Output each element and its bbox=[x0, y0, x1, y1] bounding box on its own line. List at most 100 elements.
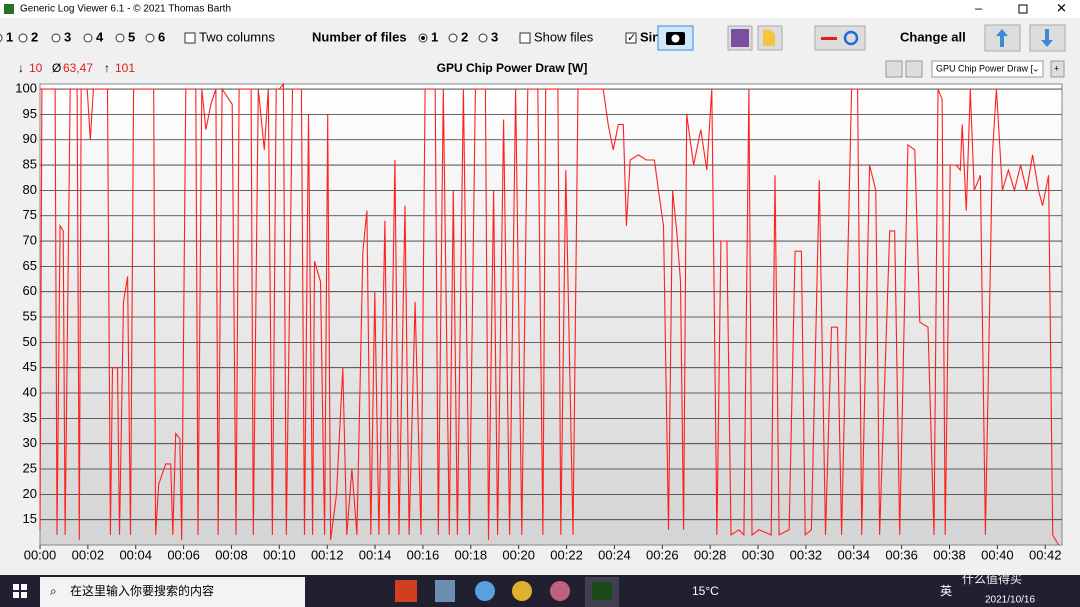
dropdown-arrow: ⌄ bbox=[1032, 63, 1040, 73]
radio[interactable] bbox=[0, 33, 3, 43]
minimize[interactable]: – bbox=[975, 0, 983, 15]
x-tick-label: 00:06 bbox=[167, 547, 200, 562]
minus-icon bbox=[821, 37, 837, 40]
app-icon bbox=[592, 582, 612, 600]
app-icon[interactable] bbox=[475, 581, 495, 601]
x-tick-label: 00:08 bbox=[215, 547, 248, 562]
radio-label[interactable]: 1 bbox=[431, 29, 438, 44]
checkbox[interactable] bbox=[625, 32, 637, 44]
date: 2021/10/16 bbox=[985, 595, 1035, 606]
up-icon bbox=[996, 29, 1008, 47]
y-tick-label: 65 bbox=[23, 258, 37, 273]
x-tick-label: 00:40 bbox=[981, 547, 1014, 562]
x-tick-label: 00:34 bbox=[837, 547, 870, 562]
number-of-files: Number of files bbox=[312, 29, 407, 44]
radio[interactable] bbox=[478, 33, 488, 43]
sin[interactable]: Sin bbox=[640, 29, 660, 44]
stat-value: 10 bbox=[29, 61, 43, 75]
x-tick-label: 00:14 bbox=[359, 547, 392, 562]
maximize[interactable] bbox=[1018, 4, 1028, 14]
app-icon[interactable] bbox=[550, 581, 570, 601]
radio[interactable] bbox=[83, 33, 93, 43]
y-tick-label: 45 bbox=[23, 359, 37, 374]
ime: 英 bbox=[940, 584, 952, 598]
app-icon[interactable] bbox=[512, 581, 532, 601]
radio-label[interactable]: 4 bbox=[96, 29, 104, 44]
close[interactable]: ✕ bbox=[1056, 0, 1067, 15]
search-icon: ⌕ bbox=[50, 584, 57, 598]
x-tick-label: 00:22 bbox=[550, 547, 583, 562]
start[interactable] bbox=[13, 584, 19, 590]
checkbox[interactable] bbox=[184, 32, 196, 44]
y-tick-label: 100 bbox=[15, 81, 37, 96]
chart-title: GPU Chip Power Draw [W] bbox=[437, 61, 588, 75]
x-tick-label: 00:32 bbox=[790, 547, 823, 562]
y-tick-label: 15 bbox=[23, 511, 37, 526]
x-tick-label: 00:12 bbox=[311, 547, 344, 562]
title-bar bbox=[0, 0, 1080, 18]
y-tick-label: 55 bbox=[23, 308, 37, 323]
up-small[interactable] bbox=[885, 60, 903, 78]
radio-label[interactable]: 5 bbox=[128, 29, 135, 44]
radio[interactable] bbox=[115, 33, 125, 43]
radio-label[interactable]: 1 bbox=[6, 29, 13, 44]
app-icon[interactable] bbox=[395, 580, 417, 602]
y-tick-label: 60 bbox=[23, 283, 37, 298]
radio-label[interactable]: 6 bbox=[158, 29, 165, 44]
add-icon: + bbox=[1054, 63, 1059, 73]
stat-symbol: ↑ bbox=[104, 61, 110, 75]
y-tick-label: 40 bbox=[23, 384, 37, 399]
stat-value: 63,47 bbox=[63, 61, 93, 75]
series-dropdown[interactable] bbox=[931, 60, 1044, 78]
radio-label[interactable]: 3 bbox=[491, 29, 498, 44]
radio-dot bbox=[421, 36, 425, 40]
stat-symbol: ↓ bbox=[18, 61, 24, 75]
x-tick-label: 00:10 bbox=[263, 547, 296, 562]
y-tick-label: 30 bbox=[23, 435, 37, 450]
y-tick-label: 20 bbox=[23, 486, 37, 501]
y-tick-label: 35 bbox=[23, 410, 37, 425]
toolbar-bg bbox=[0, 19, 1080, 59]
y-tick-label: 25 bbox=[23, 460, 37, 475]
x-tick-label: 00:38 bbox=[933, 547, 966, 562]
start bbox=[13, 592, 19, 598]
x-tick-label: 00:24 bbox=[598, 547, 631, 562]
app-icon bbox=[4, 4, 14, 14]
stat-symbol: Ø bbox=[52, 61, 61, 75]
two-columns[interactable]: Two columns bbox=[199, 29, 275, 44]
change-all: Change all bbox=[900, 29, 966, 44]
camera-lens bbox=[671, 34, 680, 43]
search-box[interactable] bbox=[40, 577, 305, 607]
checkbox[interactable] bbox=[519, 32, 531, 44]
x-tick-label: 00:04 bbox=[119, 547, 152, 562]
down-icon bbox=[1041, 29, 1053, 47]
dropdown-text: GPU Chip Power Draw [ bbox=[936, 63, 1034, 73]
app-icon[interactable] bbox=[435, 580, 455, 602]
radio[interactable] bbox=[18, 33, 28, 43]
x-tick-label: 00:42 bbox=[1029, 547, 1062, 562]
radio[interactable] bbox=[51, 33, 61, 43]
show-files[interactable]: Show files bbox=[534, 29, 594, 44]
radio[interactable] bbox=[448, 33, 458, 43]
weather: 15°C bbox=[692, 584, 719, 598]
stat-value: 101 bbox=[115, 61, 135, 75]
radio[interactable] bbox=[145, 33, 155, 43]
radio-label[interactable]: 3 bbox=[64, 29, 71, 44]
x-tick-label: 00:26 bbox=[646, 547, 679, 562]
data-line bbox=[39, 82, 1060, 546]
watermark: 什么值得买 bbox=[962, 571, 1022, 586]
start bbox=[21, 584, 27, 590]
radio-label[interactable]: 2 bbox=[461, 29, 468, 44]
y-tick-label: 90 bbox=[23, 131, 37, 146]
check-mark: ✓ bbox=[627, 32, 636, 44]
refresh-icon bbox=[843, 30, 859, 46]
y-tick-label: 75 bbox=[23, 207, 37, 222]
toolbar: Number of files Two columns Show files ✓… bbox=[0, 19, 1080, 59]
radio-label[interactable]: 2 bbox=[31, 29, 38, 44]
folder-icon bbox=[763, 30, 775, 46]
plot-area bbox=[39, 83, 1063, 546]
down-small[interactable] bbox=[905, 60, 923, 78]
x-tick-label: 00:18 bbox=[455, 547, 488, 562]
add-button[interactable] bbox=[1050, 60, 1065, 78]
